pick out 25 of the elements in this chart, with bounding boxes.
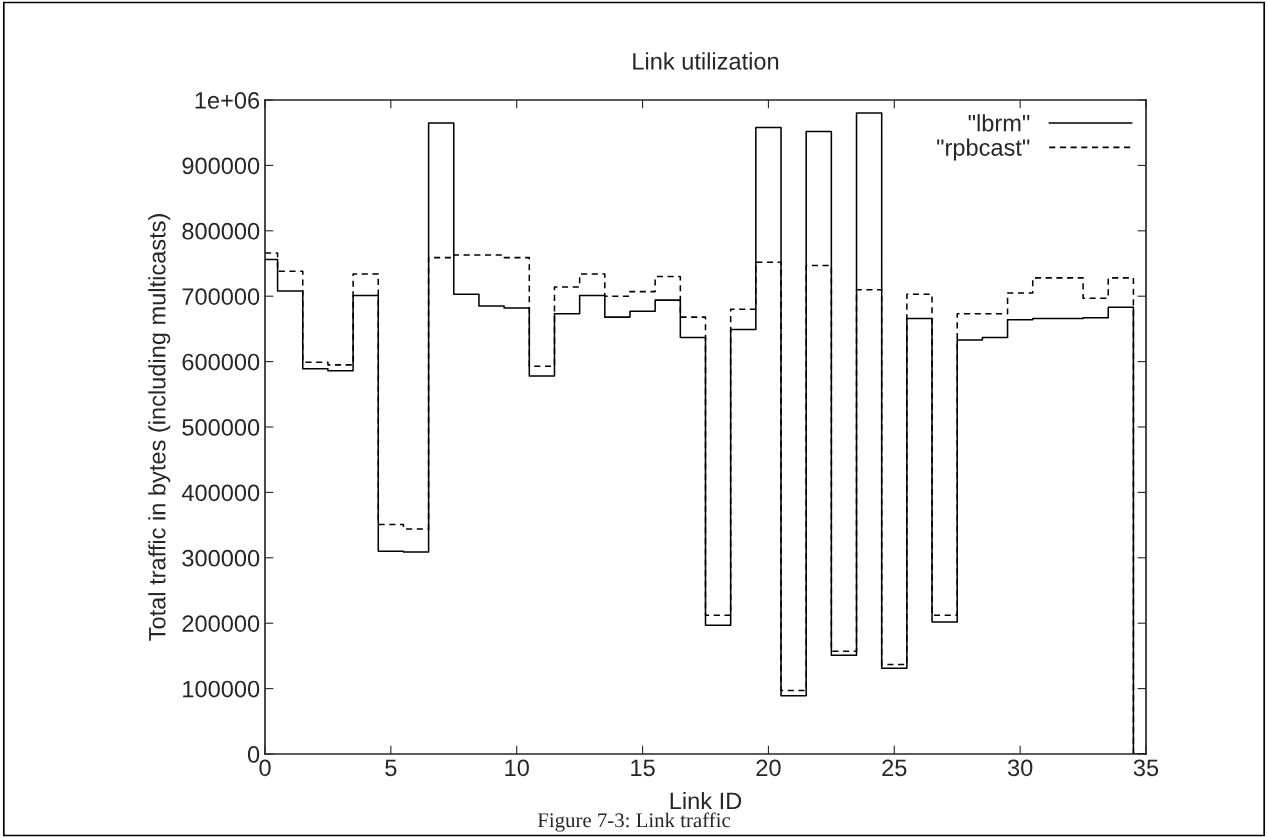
x-tick-label: 0 [259,759,271,777]
x-tick-label: 20 [756,759,781,777]
legend-label: "rpbcast" [937,138,1030,161]
y-tick-label: 600000 [182,353,260,371]
y-tick-label: 700000 [182,288,260,305]
y-tick-label: 0 [247,746,260,763]
y-tick-label: 900000 [182,157,260,175]
chart-title: Link utilization [633,52,779,70]
caption: Figure 7-3: Link traffic [537,812,731,832]
x-tick-label: 25 [882,759,907,777]
y-tick-label: 400000 [181,484,260,502]
x-tick-label: 30 [1007,759,1033,777]
y-tick-label: 500000 [182,419,260,436]
y-tick-label: 100000 [183,680,260,698]
x-tick-label: 15 [631,759,655,777]
legend-label: "lbrm" [968,114,1030,132]
y-tick-label: 300000 [182,549,260,567]
x-tick-label: 35 [1133,759,1159,777]
y-tick-label: 200000 [182,615,260,632]
x-axis-title: Link ID [670,791,742,810]
y-axis-title: Total traffic in bytes (including multicasts) [148,214,171,641]
y-tick-label: 1e+06 [195,92,260,109]
y-tick-label: 800000 [182,222,260,240]
x-tick-label: 5 [385,759,397,777]
x-tick-label: 10 [505,759,529,777]
